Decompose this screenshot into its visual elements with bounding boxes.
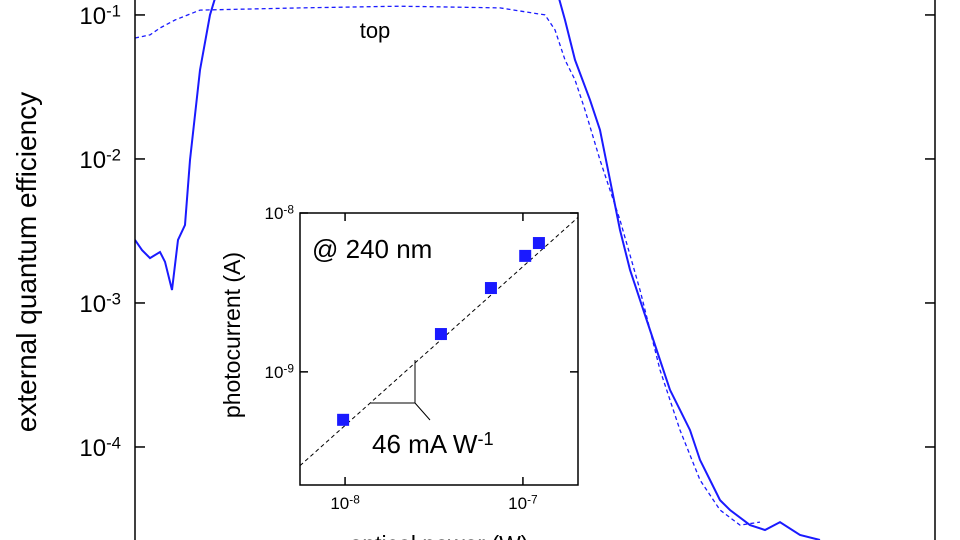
x-tick-label: 10-7 <box>508 493 538 513</box>
data-point <box>519 249 532 262</box>
y-axis-label: external quantum efficiency <box>11 92 42 432</box>
inset-plot: 46 mA W-1 @ 240 nm 10-8 10-7 10-8 10-9 photocu… <box>219 203 579 540</box>
data-point <box>434 328 447 341</box>
plot-area <box>135 0 821 540</box>
annotation: @ 240 nm <box>312 234 432 264</box>
fit-label: 46 mA W-1 <box>372 429 494 459</box>
x-axis-label: optical power (W) <box>350 531 529 540</box>
series-line <box>135 0 821 540</box>
series-label: top <box>360 18 391 43</box>
y-axis-label: photocurrent (A) <box>219 252 245 418</box>
fit-line <box>299 217 579 467</box>
y-tick-label: 10-3 <box>79 289 121 318</box>
slope-triangle <box>370 360 431 421</box>
y-tick-label: 10-1 <box>79 1 121 30</box>
data-point <box>337 413 350 426</box>
y-tick-label: 10-8 <box>265 203 295 223</box>
y-tick-label: 10-9 <box>265 362 295 382</box>
y-tick-label: 10-4 <box>79 433 121 462</box>
y-tick-label: 10-2 <box>79 145 121 174</box>
data-point <box>484 282 497 295</box>
x-tick-label: 10-8 <box>330 493 360 513</box>
series-line <box>135 5 761 526</box>
main-plot: top 10-1 10-2 10-3 10-4 external quantum effi… <box>11 0 936 540</box>
data-point <box>532 237 545 250</box>
